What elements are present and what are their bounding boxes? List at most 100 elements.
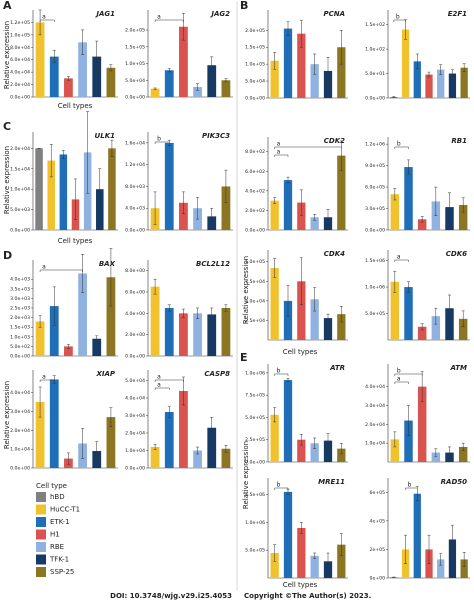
significance-bracket [394, 146, 409, 149]
bar [221, 80, 231, 97]
error-bar [434, 186, 438, 216]
bar [270, 414, 279, 462]
y-tick-label: 1.0e+03 [10, 334, 30, 340]
panel-title: PIK3C3 [202, 132, 230, 140]
error-bar [167, 406, 171, 418]
y-tick-label: 2.0e+03 [10, 315, 30, 321]
y-tick-label: 4.0e+04 [10, 70, 30, 76]
bar [417, 386, 427, 462]
error-bar [461, 197, 465, 213]
y-tick-label: 6e+05 [370, 490, 386, 496]
error-bar [181, 13, 185, 41]
significance-bracket [394, 381, 409, 384]
error-bar [450, 69, 454, 78]
error-bar [66, 344, 70, 349]
bar [431, 316, 441, 340]
error-bar [448, 192, 451, 222]
panel-title: ATM [450, 364, 468, 372]
error-bar [196, 446, 200, 455]
bar [35, 148, 43, 230]
error-bar [462, 63, 466, 72]
y-tick-label: 2.0e+04 [10, 82, 30, 88]
y-tick-label: 2.0e+04 [10, 146, 30, 152]
y-tick-label: 1.5e+04 [10, 166, 30, 172]
error-bar [462, 552, 466, 567]
error-bar [420, 371, 424, 402]
bar [460, 67, 468, 98]
bar [390, 194, 400, 230]
error-bar [224, 169, 228, 204]
y-tick-label: 6.0e+02 [245, 169, 265, 175]
bar [310, 555, 319, 578]
bar [310, 64, 319, 98]
y-tick-label: 8.0e+00 [125, 268, 145, 274]
bar [35, 22, 45, 97]
panel-title: JAG2 [209, 10, 230, 18]
error-bar [224, 78, 228, 83]
x-axis-title: Cell types [283, 581, 318, 589]
y-tick-label: 5.0e+04 [245, 298, 265, 304]
error-bar [393, 270, 397, 293]
error-bar [326, 552, 330, 570]
x-axis-title: Cell types [283, 348, 318, 356]
y-tick-label: 4e+05 [370, 518, 386, 524]
bar [323, 318, 333, 340]
bar [179, 26, 188, 97]
y-tick-label: 1.5e+02 [365, 22, 385, 28]
y-tick-label: 1.0e+05 [10, 32, 30, 38]
error-bar [313, 552, 317, 559]
error-bar [224, 445, 228, 453]
y-tick-label: 4.0e+00 [125, 311, 145, 317]
error-bar [326, 313, 330, 323]
bar [390, 281, 400, 340]
bar [404, 287, 413, 340]
error-bar [98, 168, 102, 210]
y-tick-label: 0.0e+00 [125, 95, 145, 101]
error-bar [313, 53, 317, 75]
significance-bracket [39, 269, 83, 272]
error-bar [210, 307, 214, 322]
error-bar [167, 68, 171, 73]
error-bar [273, 258, 277, 278]
bar [270, 200, 279, 230]
bar [221, 448, 231, 468]
y-tick-label: 8.0e+02 [245, 149, 265, 155]
y-axis-title: Relative expression [242, 256, 250, 324]
y-tick-label: 5.0e+02 [10, 344, 30, 350]
panel-title: CDK4 [324, 250, 345, 258]
bar [193, 313, 202, 356]
bar [150, 88, 160, 97]
y-tick-label: 2.0e+04 [10, 428, 30, 434]
bar [337, 47, 346, 98]
y-tick-label: 1.6e+04 [125, 140, 145, 146]
bar [270, 60, 279, 98]
bar [458, 318, 468, 340]
bar [297, 281, 306, 340]
legend-swatch [36, 542, 46, 552]
bar [323, 440, 333, 462]
y-tick-label: 0.0e+00 [10, 466, 30, 472]
bar [78, 42, 87, 97]
error-bar [339, 30, 343, 65]
y-tick-label: 3.0e+05 [365, 206, 385, 212]
y-tick-label: 2e+05 [370, 547, 386, 553]
error-bar [393, 188, 397, 201]
error-bar [81, 253, 85, 293]
y-tick-label: 2.0e+00 [125, 332, 145, 338]
bar [207, 427, 217, 468]
error-bar [109, 248, 113, 307]
error-bar [299, 257, 303, 306]
error-bar [109, 64, 113, 72]
bar [207, 314, 217, 356]
bar [425, 74, 433, 98]
error-bar [49, 144, 53, 178]
y-tick-label: 4.0e+03 [125, 206, 145, 212]
bar [283, 28, 293, 98]
bar [297, 202, 306, 230]
y-tick-label: 1.5e+06 [365, 258, 385, 264]
error-bar [153, 87, 157, 90]
bar [221, 308, 231, 356]
panel-title: ATR [329, 364, 345, 372]
error-bar [392, 96, 396, 98]
